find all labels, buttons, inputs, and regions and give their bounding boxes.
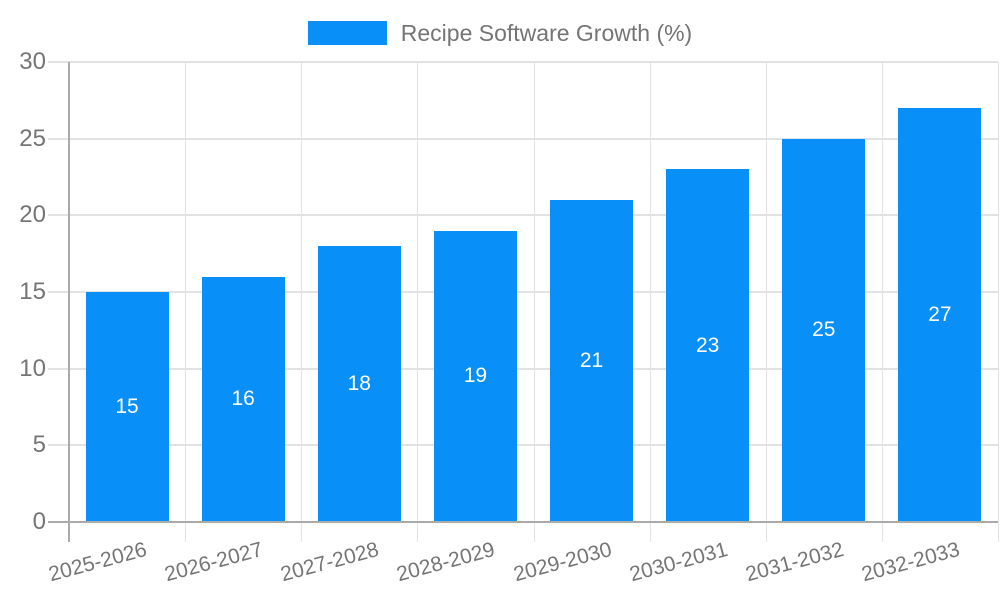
legend-label: Recipe Software Growth (%) — [400, 20, 693, 46]
chart-legend: Recipe Software Growth (%) — [0, 18, 1000, 48]
bar-2032-2033[interactable]: 27 — [898, 108, 982, 522]
category-gridline — [417, 62, 419, 542]
category-gridline — [649, 62, 651, 542]
y-axis-tick-label: 30 — [19, 48, 46, 75]
y-gridline — [48, 291, 998, 293]
category-gridline — [185, 62, 187, 542]
category-gridline — [533, 62, 535, 542]
bar-2030-2031[interactable]: 23 — [666, 169, 750, 522]
bar-2026-2027[interactable]: 16 — [201, 276, 285, 522]
x-axis-baseline — [48, 521, 998, 523]
bar-2027-2028[interactable]: 18 — [317, 246, 401, 522]
bar-2029-2030[interactable]: 21 — [550, 200, 634, 522]
y-gridline — [48, 214, 998, 217]
bar-value-label: 21 — [579, 349, 604, 372]
y-axis-tick-label: 10 — [19, 354, 46, 382]
bar-value-label: 23 — [696, 333, 720, 357]
category-gridline — [301, 62, 303, 542]
y-axis-tick-label: 5 — [32, 431, 46, 459]
bar-value-label: 25 — [812, 318, 836, 342]
bar-2028-2029[interactable]: 19 — [433, 230, 517, 522]
bar-value-label: 19 — [463, 364, 488, 388]
bar-2031-2032[interactable]: 25 — [782, 138, 866, 522]
y-gridline — [48, 367, 998, 370]
y-gridline — [48, 444, 998, 447]
y-axis-tick-label: 15 — [19, 278, 46, 305]
category-gridline — [881, 62, 883, 542]
y-axis-tick-label: 20 — [19, 201, 46, 229]
y-axis-tick-label: 0 — [32, 508, 46, 535]
bar-value-label: 15 — [115, 395, 139, 418]
y-axis-tick-label: 25 — [19, 124, 46, 152]
bar-value-label: 16 — [231, 387, 255, 411]
y-gridline — [48, 61, 998, 63]
category-gridline — [998, 62, 999, 542]
y-gridline — [48, 137, 998, 140]
bar-2025-2026[interactable]: 15 — [85, 292, 169, 522]
category-gridline — [765, 62, 767, 542]
y-axis-line — [68, 62, 70, 542]
bar-value-label: 27 — [928, 303, 952, 326]
bar-value-label: 18 — [347, 372, 371, 395]
legend-swatch — [307, 21, 387, 45]
